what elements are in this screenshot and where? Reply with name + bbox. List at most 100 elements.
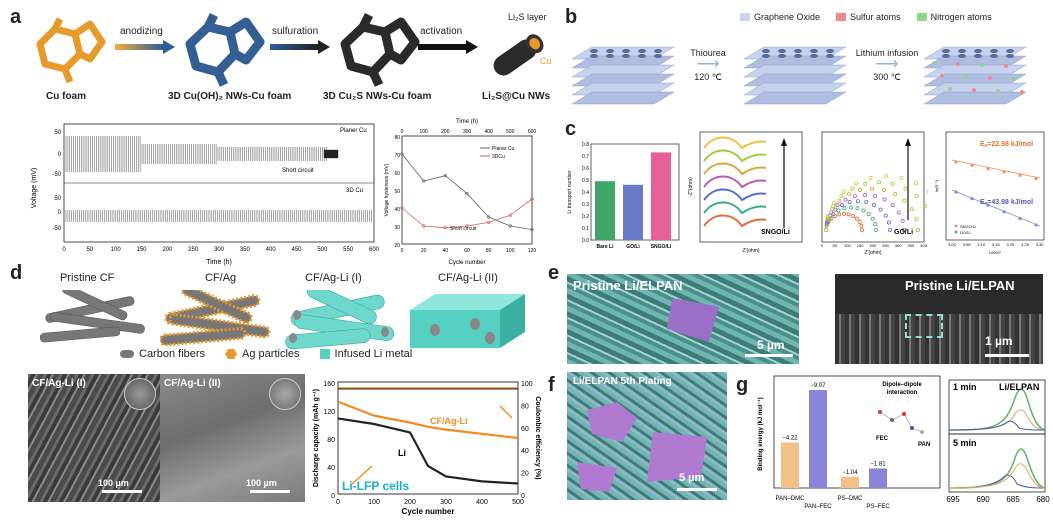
b-step2-arrow: ⟶: [875, 56, 899, 73]
a2-top-tick: 300: [463, 129, 472, 135]
xps-label-5min: 5 min: [953, 438, 977, 448]
a2-series-line: [401, 198, 533, 229]
c3-point: [854, 181, 859, 186]
d-right-tick: 60: [521, 426, 529, 433]
sheet-pore: [1006, 49, 1014, 53]
c2-curve: [703, 149, 767, 163]
sheet-pore: [990, 54, 998, 58]
a1-xtick: 0: [62, 247, 66, 253]
c3-point: [861, 208, 866, 213]
ag-particle-icon: [225, 349, 238, 359]
b-step1: Thiourea ⟶ 120 ℃: [680, 48, 736, 83]
g-dipole-1: Dipole–dipole: [882, 382, 922, 388]
a1-ytick: 0: [58, 152, 62, 158]
sem-cfagli1-scalebar: [102, 490, 142, 493]
c3-point: [846, 212, 851, 217]
c3-point: [843, 197, 848, 202]
d-legend: Carbon fibers Ag particles Infused Li me…: [120, 348, 412, 360]
carbon-fiber-icon: [120, 350, 134, 358]
a2-xlabel: Cycle number: [448, 260, 485, 266]
cfagli2-illustration: [410, 294, 525, 348]
c3-point: [836, 208, 841, 213]
c3-point: [916, 228, 921, 233]
sem-e2-scale: 1 µm: [985, 334, 1013, 348]
sheet-pore: [826, 49, 834, 53]
sem-cfagli2-title: CF/Ag-Li (II): [164, 378, 221, 389]
panel-label-b: b: [565, 6, 578, 28]
voltage-profile-plot: Voltage (mV) Planer Cu 3D Cu Short circu…: [31, 123, 380, 266]
c4-point-go: [954, 190, 958, 194]
a2-annotation: Short circuit: [450, 226, 477, 232]
molecule-illustration: [879, 411, 923, 433]
c4-xtick: 3.20: [1007, 242, 1016, 247]
c3-xlabel: Z'(ohm): [864, 250, 881, 256]
sem-cfagli2: CF/Ag-Li (II) 100 µm: [160, 374, 305, 502]
c1-ylabel: Li transport number: [567, 170, 573, 214]
c3-point: [870, 186, 875, 191]
d-capacity-line: [337, 400, 519, 440]
c1-xtick: GO/Li: [626, 244, 640, 250]
c3-point: [881, 188, 886, 193]
d-xtick: 0: [336, 499, 340, 506]
a1-ytick: -50: [52, 226, 61, 232]
xps-xtick: 680: [1036, 495, 1050, 504]
c4-legend-sngo: SNGO/Li: [960, 224, 976, 229]
cu-foam-illustration: [36, 17, 106, 84]
a2-top-tick: 0: [401, 129, 404, 135]
c3-point: [835, 203, 840, 208]
legend-nitrogen: Nitrogen atoms: [930, 12, 992, 22]
sem-f-title: Li/ELPAN 5th Plating: [573, 376, 672, 387]
c3-point: [847, 192, 852, 197]
g-ylabel: Binding energy (kJ mol⁻¹): [757, 397, 764, 471]
sheet-pore: [654, 49, 662, 53]
a1-ytick: -50: [52, 172, 61, 178]
sem-li-elpan-5th-plating: Li/ELPAN 5th Plating 5 µm: [567, 372, 727, 500]
sheet-pore: [778, 49, 786, 53]
c4-xtick: 3.15: [992, 242, 1001, 247]
d-right-tick: 0: [521, 493, 525, 500]
a2-point: [400, 152, 404, 156]
c2-curve: [703, 188, 767, 202]
a1-xtick: 50: [86, 247, 93, 253]
d-left-tick: 40: [327, 465, 335, 472]
c3-point: [878, 207, 883, 212]
c3-point: [842, 211, 847, 216]
c2-curve: [703, 175, 767, 189]
step-anodizing: anodizing: [120, 26, 163, 37]
c1-ytick: 0.4: [582, 190, 589, 196]
graphene-sheet: [923, 91, 1027, 105]
nitrogen-swatch: [916, 13, 927, 21]
a1-xlabel: Time (h): [206, 259, 232, 266]
g-value-label: −9.07: [810, 383, 826, 389]
a1-xtick: 600: [369, 247, 380, 253]
c1-ytick: 0.7: [582, 154, 589, 160]
xps-xtick: 690: [976, 495, 990, 504]
c3-point: [837, 198, 842, 203]
c3-point: [903, 186, 908, 191]
c1-bar: [651, 152, 671, 240]
c3-point: [877, 180, 882, 185]
pristine-cf-illustration: [40, 290, 145, 343]
sheet-pore: [974, 54, 982, 58]
c4-ea2: Eₐ=43.98 kJ/mol: [980, 199, 1033, 206]
cu-foam-caption: Cu foam: [46, 91, 86, 102]
a2-point: [422, 224, 426, 228]
a2-ytick: 80: [394, 135, 400, 141]
c4-point-sngo: [1002, 170, 1006, 174]
sheet-pore: [1006, 54, 1014, 58]
dopant-atom: [948, 87, 952, 91]
a2-series-line: [401, 153, 533, 230]
c3-xtick: 0: [821, 243, 824, 248]
panel-label-f: f: [548, 374, 555, 396]
d-capacity-line: [337, 417, 519, 485]
c3-point: [863, 192, 868, 197]
sem-f-scale: 5 µm: [679, 472, 705, 484]
sem-e1-scale: 5 µm: [757, 338, 785, 352]
c4-point-go: [1034, 223, 1038, 227]
g-xtick: PAN–DMC: [776, 496, 806, 502]
panel-label-g: g: [736, 374, 749, 396]
c3-point: [864, 200, 869, 205]
graphene-sheet: [743, 91, 847, 105]
c3-point: [850, 186, 855, 191]
c4-xtick: 3.25: [1021, 242, 1030, 247]
